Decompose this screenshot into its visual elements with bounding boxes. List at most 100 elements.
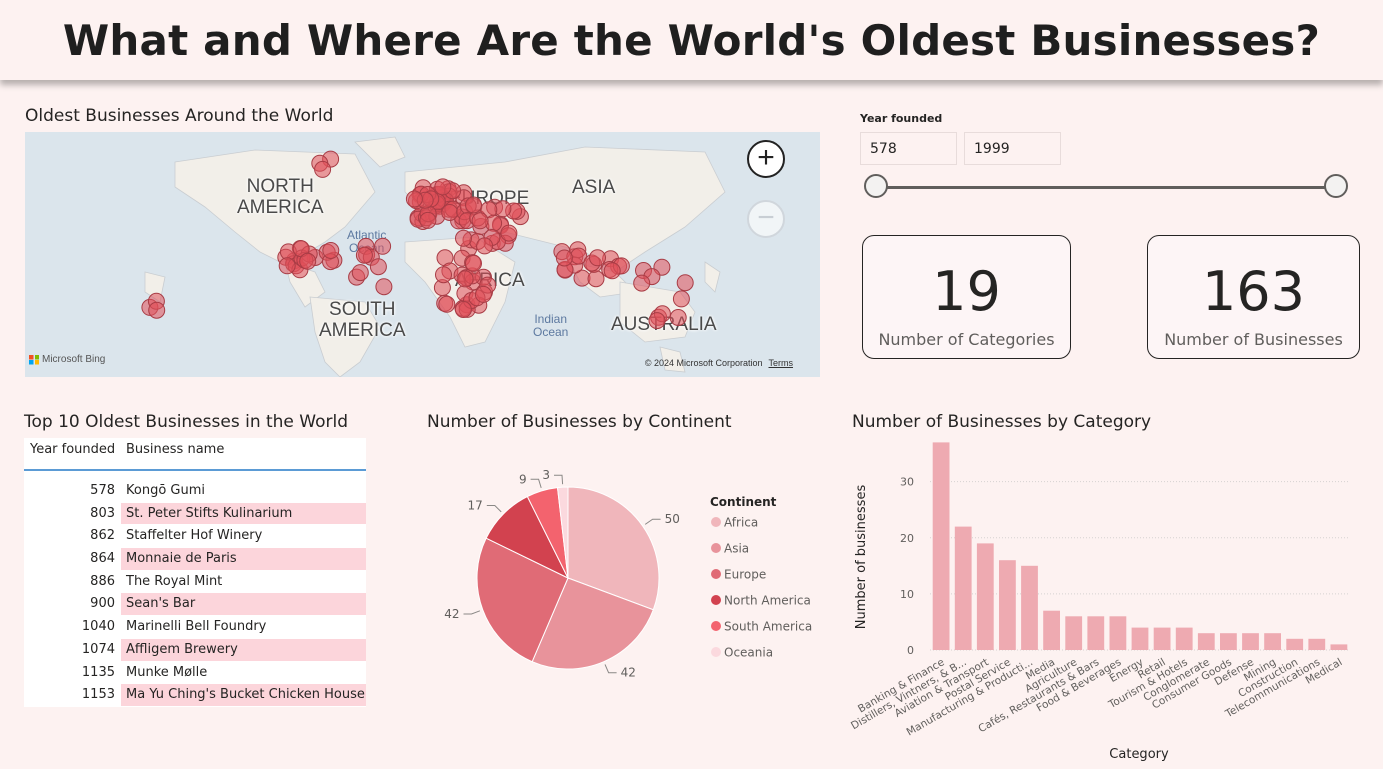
table-row[interactable]: 1040 Marinelli Bell Foundry [24,616,366,639]
column-header-name[interactable]: Business name [126,442,225,457]
terms-link[interactable]: Terms [768,358,794,368]
table-row[interactable]: 578 Kongō Gumi [24,480,366,503]
business-marker[interactable] [454,301,472,318]
category-bar[interactable] [1220,633,1237,650]
row-year: 862 [90,528,115,544]
table-row[interactable]: 1135 Munke Mølle [24,662,366,685]
year-slider-track[interactable] [876,186,1336,189]
business-marker[interactable] [676,274,694,292]
category-bar[interactable] [954,526,972,650]
business-marker[interactable] [375,278,393,296]
map-title: Oldest Businesses Around the World [25,106,334,126]
legend-swatch [711,569,721,579]
table-row[interactable]: 862 Staffelter Hof Winery [24,525,366,548]
category-bar[interactable] [1109,616,1127,650]
category-bar[interactable] [1153,627,1171,650]
category-bar[interactable] [1065,616,1083,650]
category-bar[interactable] [1242,633,1259,650]
business-marker[interactable] [456,270,474,288]
business-marker[interactable] [314,160,332,178]
business-marker[interactable] [438,295,456,313]
business-marker[interactable] [494,200,512,218]
continent-pie-chart[interactable]: 50 42 42 17 9 3 Continent Africa Asia Europe North… [420,440,830,700]
business-marker[interactable] [589,249,606,267]
business-marker[interactable] [672,290,690,308]
business-marker[interactable] [369,258,387,276]
zoom-out-button[interactable]: − [747,200,785,238]
categories-card: 19 Number of Categories [862,235,1071,359]
business-markers[interactable] [25,132,820,377]
table-row[interactable]: 803 St. Peter Stifts Kulinarium [24,502,366,526]
business-marker[interactable] [500,224,518,242]
business-marker[interactable] [555,249,573,267]
category-bar[interactable] [976,543,994,650]
pie-legend-item[interactable]: Africa [724,516,758,530]
category-bar[interactable] [1330,644,1348,650]
business-marker[interactable] [419,211,437,229]
category-bar[interactable] [1087,616,1105,650]
business-marker[interactable] [633,274,651,292]
pie-data-label: 50 [665,512,680,526]
pie-legend-item[interactable]: South America [724,620,812,634]
table-row[interactable]: 900 Sean's Bar [24,593,366,616]
category-bar[interactable] [1197,633,1215,650]
pie-legend-item[interactable]: North America [724,594,811,608]
business-marker[interactable] [669,309,687,326]
business-marker[interactable] [455,229,472,247]
table-row[interactable]: 864 Monnaie de Paris [24,548,366,571]
year-slider-max-handle[interactable] [1324,174,1348,198]
business-marker[interactable] [322,242,340,259]
category-bar[interactable] [1308,638,1326,650]
pie-legend-item[interactable]: Oceania [724,646,773,660]
business-marker[interactable] [648,312,666,330]
table-row[interactable]: 1153 Ma Yu Ching's Bucket Chicken House [24,684,366,707]
business-marker[interactable] [355,246,373,264]
category-bar[interactable] [999,560,1016,650]
business-marker[interactable] [465,196,482,214]
business-marker[interactable] [465,254,482,272]
business-marker[interactable] [471,212,489,230]
pie-slice[interactable] [476,537,569,663]
business-marker[interactable] [299,252,317,270]
business-marker[interactable] [374,237,392,255]
pie-legend-item[interactable]: Asia [724,542,749,556]
category-bar[interactable] [1043,610,1060,650]
category-bar[interactable] [1286,638,1304,650]
column-header-year[interactable]: Year founded [30,442,116,457]
business-marker[interactable] [603,262,621,280]
category-bar[interactable] [1264,633,1281,650]
category-bar[interactable] [1131,627,1149,650]
pie-legend-item[interactable]: Europe [724,568,766,582]
year-min-input[interactable]: 578 [860,132,957,165]
category-bar[interactable] [1021,565,1038,650]
pie-data-label: 42 [621,666,636,680]
table-row[interactable]: 1074 Affligem Brewery [24,638,366,662]
business-marker[interactable] [476,237,494,255]
business-marker[interactable] [434,178,452,196]
business-marker[interactable] [474,285,492,303]
business-marker[interactable] [148,301,166,319]
business-marker[interactable] [278,257,296,275]
table-row[interactable]: 886 The Royal Mint [24,571,366,594]
row-year: 864 [90,551,115,567]
pie-data-label: 17 [468,499,483,513]
pie-legend-title: Continent [710,495,777,509]
y-tick-label: 10 [900,588,914,601]
business-marker[interactable] [405,190,423,208]
business-marker[interactable] [441,204,459,221]
pie-slice[interactable] [567,486,660,611]
category-bar[interactable] [932,442,950,650]
business-marker[interactable] [587,270,605,288]
category-bar[interactable] [1175,627,1193,650]
label-north-america: NORTH AMERICA [237,176,324,218]
business-marker[interactable] [435,266,452,284]
pie-slice[interactable] [556,486,569,579]
microsoft-logo-icon [29,354,39,365]
pie-slice[interactable] [531,577,654,670]
business-marker[interactable] [351,264,369,282]
year-slider-min-handle[interactable] [864,174,888,198]
zoom-in-button[interactable]: + [747,140,785,178]
year-max-input[interactable]: 1999 [964,132,1061,165]
